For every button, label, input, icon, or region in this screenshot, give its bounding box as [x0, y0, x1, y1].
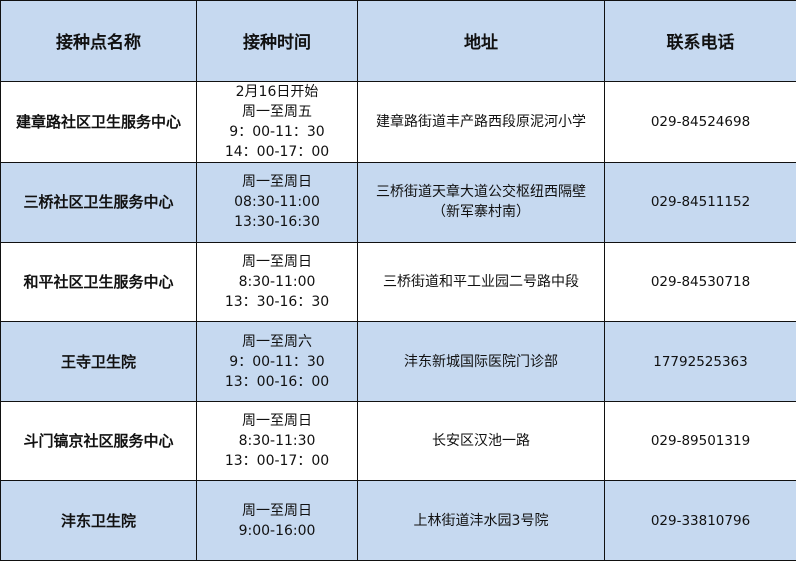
time-line: 13：00-16：00 — [224, 373, 330, 390]
time-cell: 周一至周日 9:00-16:00 — [196, 480, 358, 561]
table-row: 建章路社区卫生服务中心 2月16日开始 周一至周五 9：00-11：30 14：00-1… — [0, 80, 796, 164]
table-row: 斗门镐京社区服务中心 周一至周日 8:30-11:30 13：00-17：00 长安区汉… — [0, 400, 796, 482]
time-line: 14：00-17：00 — [224, 143, 330, 160]
time-line: 8:30-11:00 — [238, 273, 316, 290]
phone-cell: 029-84511152 — [604, 162, 796, 243]
address-line: 长安区汉池一路 — [432, 433, 530, 450]
time-line: 2月16日开始 — [235, 83, 319, 100]
time-cell: 周一至周日 08:30-11:00 13:30-16:30 — [196, 162, 358, 243]
header-phone: 联系电话 — [604, 0, 796, 82]
site-name-cell: 王寺卫生院 — [0, 321, 197, 402]
site-name-cell: 三桥社区卫生服务中心 — [0, 162, 197, 243]
phone-cell: 029-84530718 — [604, 241, 796, 323]
address-line: 沣东新城国际医院门诊部 — [404, 353, 558, 370]
address-cell: 建章路街道丰产路西段原泥河小学 — [357, 80, 605, 164]
address-cell: 三桥街道天章大道公交枢纽西隔壁 （新军寨村南） — [357, 162, 605, 243]
time-line: 13：30-16：30 — [224, 293, 330, 310]
time-line: 周一至周日 — [242, 253, 312, 270]
site-name-cell: 和平社区卫生服务中心 — [0, 241, 197, 323]
address-cell: 长安区汉池一路 — [357, 400, 605, 482]
time-cell: 2月16日开始 周一至周五 9：00-11：30 14：00-17：00 — [196, 80, 358, 164]
table-row: 三桥社区卫生服务中心 周一至周日 08:30-11:00 13:30-16:30 三桥街… — [0, 162, 796, 243]
time-cell: 周一至周日 8:30-11:30 13：00-17：00 — [196, 400, 358, 482]
phone-cell: 029-33810796 — [604, 480, 796, 561]
site-name-cell: 斗门镐京社区服务中心 — [0, 400, 197, 482]
table-row: 和平社区卫生服务中心 周一至周日 8:30-11:00 13：30-16：30 三桥街道… — [0, 241, 796, 323]
phone-cell: 029-84524698 — [604, 80, 796, 164]
address-line: 建章路街道丰产路西段原泥河小学 — [376, 113, 586, 130]
phone-cell: 029-89501319 — [604, 400, 796, 482]
address-line: （新军寨村南） — [432, 204, 530, 221]
time-cell: 周一至周日 8:30-11:00 13：30-16：30 — [196, 241, 358, 323]
time-line: 13：00-17：00 — [224, 453, 330, 470]
table-row: 王寺卫生院 周一至周六 9：00-11：30 13：00-16：00 沣东新城国际医院门… — [0, 321, 796, 402]
header-address: 地址 — [357, 0, 605, 82]
site-name-cell: 沣东卫生院 — [0, 480, 197, 561]
time-cell: 周一至周六 9：00-11：30 13：00-16：00 — [196, 321, 358, 402]
header-row: 接种点名称 接种时间 地址 联系电话 — [0, 0, 796, 82]
time-line: 9：00-11：30 — [229, 123, 325, 140]
time-line: 周一至周日 — [242, 174, 312, 191]
header-site-name: 接种点名称 — [0, 0, 197, 82]
address-cell: 三桥街道和平工业园二号路中段 — [357, 241, 605, 323]
time-line: 周一至周五 — [242, 103, 312, 120]
time-line: 周一至周日 — [242, 502, 312, 519]
time-line: 9：00-11：30 — [229, 353, 325, 370]
address-line: 上林街道沣水园3号院 — [413, 512, 549, 529]
time-line: 08:30-11:00 — [234, 194, 320, 211]
time-line: 8:30-11:30 — [238, 433, 316, 450]
address-line: 三桥街道和平工业园二号路中段 — [383, 273, 579, 290]
phone-cell: 17792525363 — [604, 321, 796, 402]
address-cell: 沣东新城国际医院门诊部 — [357, 321, 605, 402]
time-line: 9:00-16:00 — [238, 522, 316, 539]
site-name-cell: 建章路社区卫生服务中心 — [0, 80, 197, 164]
time-line: 周一至周日 — [242, 413, 312, 430]
time-line: 13:30-16:30 — [234, 214, 320, 231]
address-cell: 上林街道沣水园3号院 — [357, 480, 605, 561]
time-line: 周一至周六 — [242, 333, 312, 350]
table-row: 沣东卫生院 周一至周日 9:00-16:00 上林街道沣水园3号院 029-338107… — [0, 480, 796, 561]
header-time: 接种时间 — [196, 0, 358, 82]
address-line: 三桥街道天章大道公交枢纽西隔壁 — [376, 184, 586, 201]
